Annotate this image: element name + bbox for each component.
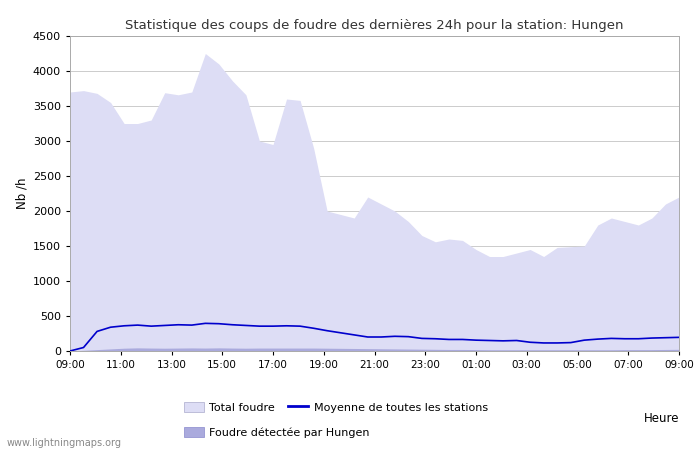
Text: Heure: Heure bbox=[643, 412, 679, 425]
Legend: Foudre détectée par Hungen: Foudre détectée par Hungen bbox=[179, 423, 374, 442]
Y-axis label: Nb /h: Nb /h bbox=[15, 178, 29, 209]
Title: Statistique des coups de foudre des dernières 24h pour la station: Hungen: Statistique des coups de foudre des dern… bbox=[125, 19, 624, 32]
Text: www.lightningmaps.org: www.lightningmaps.org bbox=[7, 438, 122, 448]
